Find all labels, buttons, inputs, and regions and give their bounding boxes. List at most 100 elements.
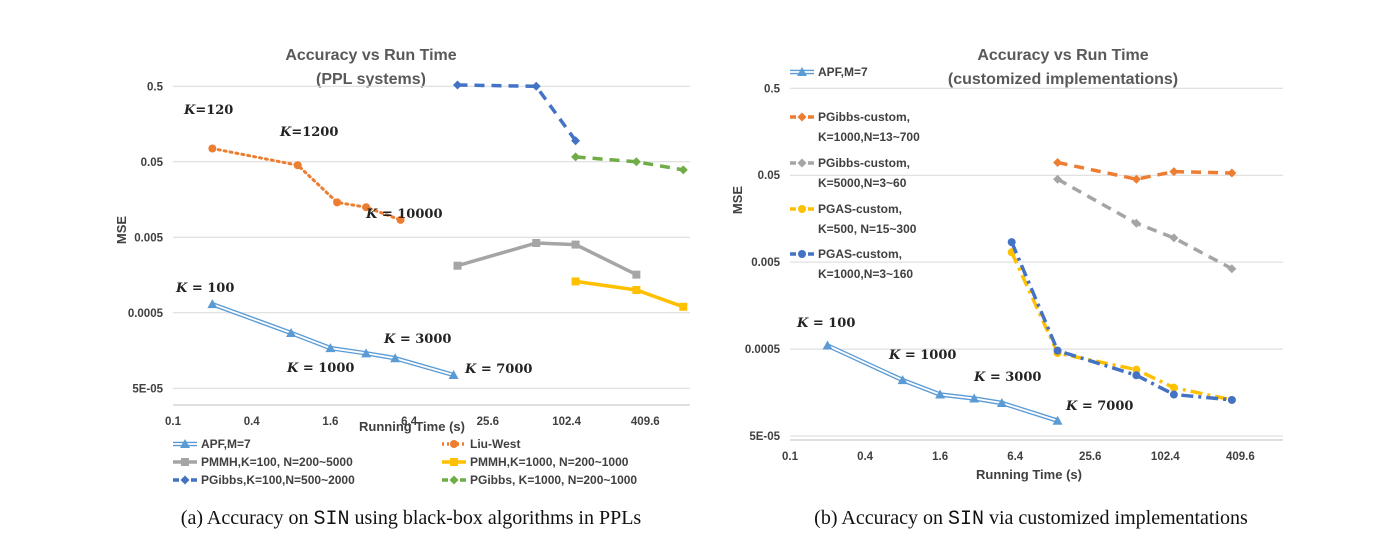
x-tick-label: 25.6 [477,416,499,428]
annotation-label: K = 100 [175,281,234,296]
series-line [575,155,684,172]
chart-b-plot-area [822,158,1237,425]
x-tick-label: 0.1 [165,416,182,428]
data-point [935,389,946,399]
legend-marker [797,158,807,168]
data-point [1132,365,1141,374]
caption-b-prefix: (b) Accuracy on [814,507,948,529]
annotation-label: K = 7000 [1065,399,1133,414]
data-point [293,161,302,170]
legend-entry: PGibbs-custom, K=1000,N=13~700 [790,110,920,144]
legend-marker [797,67,807,76]
legend-marker [797,112,807,122]
caption-b: (b) Accuracy on SIN via customized imple… [814,507,1248,531]
data-point [996,397,1007,407]
annotation-label: K = 7000 [464,362,532,377]
data-point [1131,174,1141,184]
chart-a-annotations: K=120 K=1200 K = 10000 K = 100 K = 3000 K = 1… [175,103,532,377]
data-point [822,340,833,350]
x-tick-label: 0.4 [244,416,261,428]
legend-marker [798,205,806,213]
data-point [325,343,336,353]
series-line [1057,160,1232,181]
legend-entry: PMMH,K=1000, N=200~1000 [442,455,629,469]
chart-a-y-ticks: 0.5 0.05 0.005 0.0005 5E-05 [128,81,164,395]
caption-b-suffix: via customized implementations [984,507,1248,529]
chart-a-gridlines [173,85,690,406]
data-point [453,261,462,270]
legend-marker [180,439,190,448]
legend-marker [180,475,190,485]
data-point [1169,383,1178,392]
series-line [1010,251,1233,402]
chart-a-x-label: Running Time (s) [359,419,465,434]
legend-label: K=1000,N=13~700 [818,130,920,144]
y-tick-label: 0.5 [764,83,781,95]
x-tick-label: 0.1 [782,451,799,463]
data-point [571,277,580,286]
data-point [390,353,401,363]
data-point [333,198,342,207]
series-2 [1053,158,1237,184]
data-point [1052,415,1063,425]
series-2 [208,144,405,224]
data-point [1227,395,1236,404]
legend-marker [798,250,806,258]
series-line [575,279,684,309]
chart-a-subtitle: (PPL systems) [316,71,426,88]
annotation-label: K=120 [183,103,233,118]
legend-label: APF,M=7 [818,65,868,79]
data-point [969,393,980,403]
data-point [1169,167,1179,177]
y-tick-label: 0.0005 [745,344,781,356]
legend-entry: PGibbs-custom, K=5000,N=3~60 [790,156,910,190]
legend-marker [181,458,189,466]
chart-b-x-label: Running Time (s) [976,467,1082,482]
chart-a-title: Accuracy vs Run Time [285,47,456,64]
legend-label: PMMH,K=100, N=200~5000 [201,455,353,469]
data-point [362,203,371,212]
data-point [1131,218,1141,228]
chart-b-gridlines [790,87,1283,441]
y-tick-label: 0.5 [147,81,164,93]
data-point [532,238,541,247]
x-tick-label: 1.6 [322,416,338,428]
legend-label: K=5000,N=3~60 [818,176,907,190]
caption-a-suffix: using black-box algorithms in PPLs [350,507,642,529]
series-line [457,241,638,277]
legend-label: PGibbs-custom, [818,110,910,124]
legend-marker [450,440,458,448]
y-tick-label: 0.005 [751,257,780,269]
y-tick-label: 5E-05 [749,431,780,443]
data-point [1169,390,1178,399]
x-tick-label: 102.4 [552,416,581,428]
y-tick-label: 0.05 [758,170,781,182]
data-point [571,136,581,146]
legend-label: K=1000,N=3~160 [818,267,913,281]
data-point [286,327,297,337]
chart-b-x-ticks: 0.1 0.4 1.6 6.4 25.6 102.4 409.6 [782,451,1255,463]
data-point [207,299,218,309]
data-point [531,81,541,91]
legend-label: APF,M=7 [201,437,251,451]
data-point [448,369,459,379]
series-4 [1007,248,1236,404]
x-tick-label: 409.6 [1226,451,1255,463]
legend-label: PGAS-custom, [818,247,902,261]
x-tick-label: 6.4 [401,416,418,428]
legend-label: PGibbs,K=100,N=500~2000 [201,473,355,487]
data-point [631,157,641,167]
data-point [1169,233,1179,243]
chart-a: Accuracy vs Run Time (PPL systems) 0.50.… [114,47,690,531]
data-point [571,152,581,162]
legend-entry: PGAS-custom, K=500, N=15~300 [790,202,917,236]
series-3 [453,238,641,279]
caption-b-code: SIN [948,508,984,531]
x-tick-label: 409.6 [631,416,660,428]
series-3 [1053,174,1237,274]
y-tick-label: 0.005 [134,232,163,244]
annotation-label: K = 100 [796,316,855,331]
data-point [1227,168,1237,178]
legend-label: PGibbs-custom, [818,156,910,170]
chart-b: Accuracy vs Run Time (customized impleme… [730,47,1283,531]
